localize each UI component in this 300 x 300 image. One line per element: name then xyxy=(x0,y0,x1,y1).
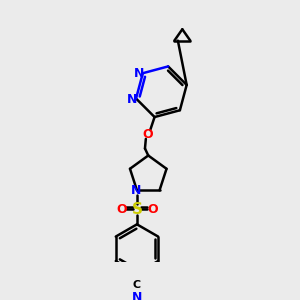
Text: N: N xyxy=(134,67,145,80)
Text: O: O xyxy=(147,203,158,216)
Text: C: C xyxy=(133,280,141,290)
Text: S: S xyxy=(131,202,142,217)
Text: N: N xyxy=(131,184,141,197)
Text: O: O xyxy=(142,128,153,141)
Text: O: O xyxy=(116,203,127,216)
Text: N: N xyxy=(132,291,142,300)
Text: N: N xyxy=(127,93,137,106)
